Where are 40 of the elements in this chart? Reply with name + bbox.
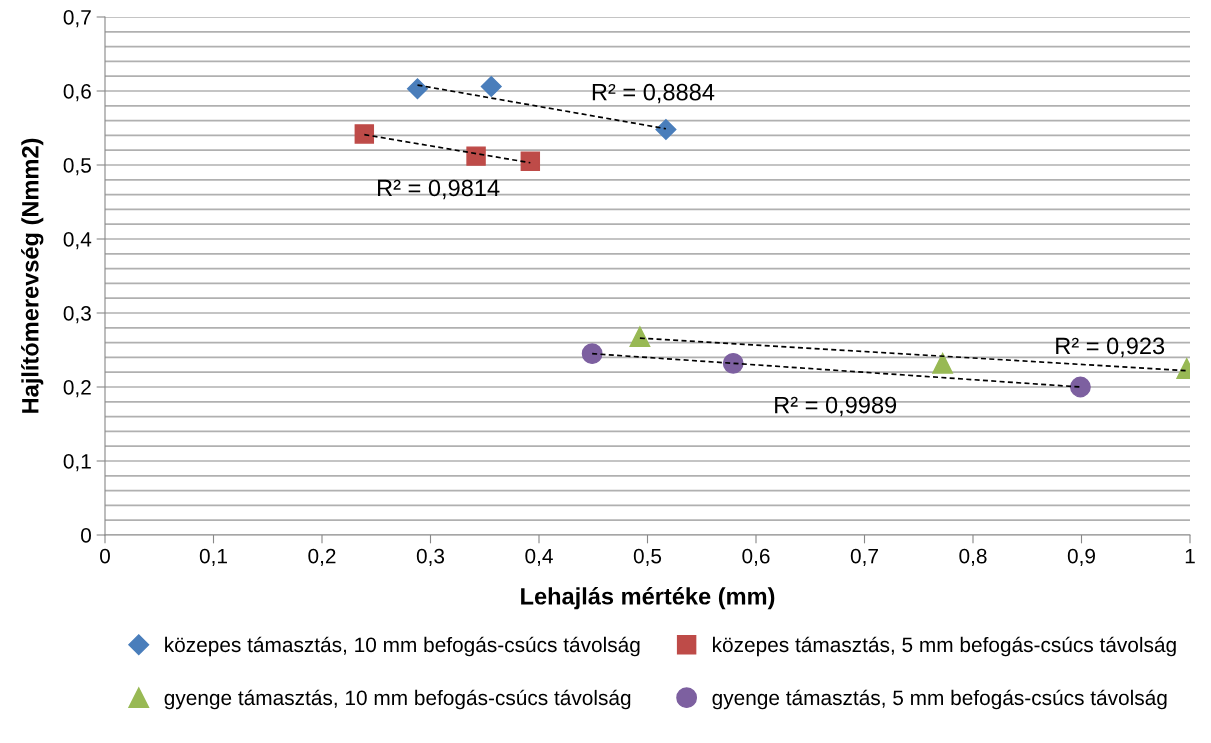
- legend-label: közepes támasztás, 10 mm befogás-csúcs távolság: [165, 636, 640, 657]
- x-tick-label: 0,5: [633, 548, 662, 566]
- legend-label: közepes támasztás, 5 mm befogás-csúcs távolság: [713, 636, 1176, 657]
- legend-label: gyenge támasztás, 5 mm befogás-csúcs távolság: [712, 689, 1167, 710]
- point: [466, 146, 486, 166]
- x-tick-label: 1: [1185, 548, 1195, 564]
- x-tick-label: 0,7: [850, 548, 878, 566]
- annotation: R² = 0,923: [1056, 337, 1165, 358]
- x-tick-label: 0,6: [742, 548, 770, 566]
- y-tick-label: 0,3: [63, 306, 91, 324]
- point: [354, 124, 375, 144]
- y-tick-label: 0,4: [63, 232, 92, 250]
- annotation: R² = 0,9814: [378, 179, 500, 200]
- y-tick-label: 0: [81, 528, 91, 543]
- x-axis-title: Lehajlás mértéke (mm): [521, 587, 775, 610]
- point: [655, 118, 677, 140]
- point: [406, 78, 428, 100]
- annotation: R² = 0,9989: [775, 396, 897, 417]
- y-tick-label: 0,7: [63, 10, 91, 28]
- point: [480, 76, 502, 98]
- point: [1069, 376, 1091, 398]
- y-tick-label: 0,1: [63, 454, 91, 472]
- x-tick-label: 0,1: [199, 548, 227, 566]
- x-tick-label: 0,3: [416, 548, 445, 566]
- y-axis-title: Hajlítómerevség (Nmm2): [21, 138, 44, 413]
- annotation: R² = 0,8884: [592, 83, 715, 104]
- x-tick-label: 0,2: [308, 548, 336, 566]
- point: [581, 343, 603, 365]
- x-tick-label: 0,8: [959, 548, 987, 566]
- x-tick-label: 0,4: [525, 548, 553, 566]
- y-tick-label: 0,2: [63, 380, 91, 398]
- x-tick-label: 0,9: [1067, 548, 1095, 566]
- y-tick-label: 0,6: [63, 84, 91, 102]
- x-tick-label: 0: [100, 548, 110, 564]
- legend-label: gyenge támasztás, 10 mm befogás-csúcs távolság: [164, 689, 631, 710]
- point: [722, 352, 744, 374]
- point: [629, 326, 651, 348]
- y-tick-label: 0,5: [63, 158, 91, 176]
- point: [520, 151, 541, 172]
- point: [932, 352, 954, 374]
